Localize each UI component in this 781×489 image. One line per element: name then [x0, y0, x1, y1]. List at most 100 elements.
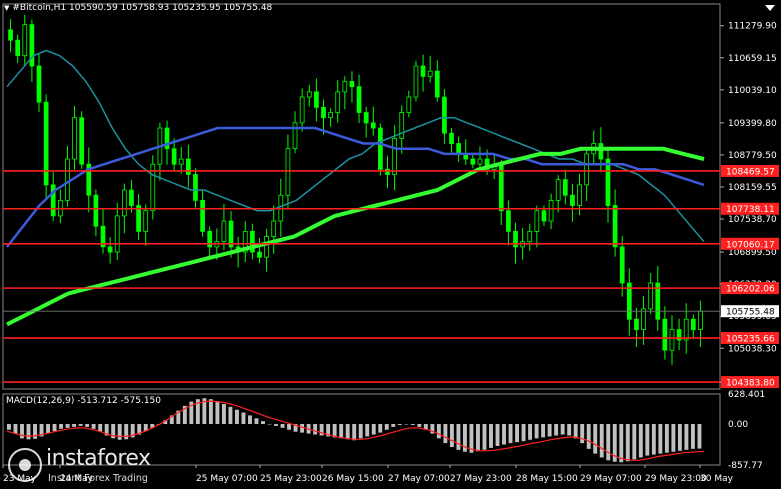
macd-histogram-bar [117, 424, 122, 440]
macd-histogram-bar [189, 401, 194, 425]
candle-body [449, 132, 454, 144]
macd-histogram-bar [234, 409, 239, 425]
candle-body [264, 236, 269, 258]
macd-histogram-bar [98, 424, 103, 432]
level-price-label: 107738.11 [726, 205, 775, 215]
chart-menu-icon[interactable] [765, 5, 775, 11]
candle-body [79, 117, 85, 165]
macd-histogram-bar [33, 424, 37, 439]
macd-histogram-bar [221, 403, 226, 425]
time-axis-label: 25 May 23:00 [260, 474, 322, 484]
candle-body [399, 112, 405, 139]
macd-histogram-bar [502, 424, 506, 445]
candle-body [292, 122, 298, 150]
candle-body [299, 96, 305, 124]
candle-body [584, 153, 590, 186]
macd-histogram-bar [371, 424, 376, 435]
macd-histogram-bar [593, 424, 598, 454]
macd-histogram-bar [521, 424, 526, 442]
price-axis-label: 108159.55 [728, 183, 777, 193]
candle-body [577, 184, 582, 206]
price-axis-label: 109399.80 [728, 119, 777, 129]
logo-ring-icon [8, 448, 42, 482]
macd-histogram-bar [397, 424, 402, 425]
macd-histogram-bar [267, 424, 272, 425]
candle-body [548, 199, 554, 222]
candle-body [306, 91, 312, 98]
macd-histogram-bar [104, 424, 109, 436]
candle-body [669, 329, 675, 351]
macd-histogram-bar [261, 421, 265, 425]
candle-body [349, 81, 355, 88]
macd-histogram-bar [515, 424, 520, 443]
instaforex-logo: instaforex Instant Forex Trading [6, 446, 184, 486]
macd-histogram-bar [150, 424, 155, 428]
macd-histogram-bar [176, 410, 181, 425]
macd-histogram-bar [241, 412, 246, 425]
macd-histogram-bar [430, 424, 435, 434]
macd-histogram-bar [130, 424, 135, 438]
macd-histogram-bar [554, 424, 559, 436]
candle-body [257, 251, 262, 258]
candle-body [513, 230, 518, 248]
candle-body [314, 91, 319, 108]
level-price-badge [721, 282, 779, 295]
macd-histogram-bar [39, 424, 44, 437]
macd-histogram-bar [567, 424, 572, 436]
macd-histogram-bar [697, 424, 702, 449]
macd-histogram-bar [612, 424, 617, 462]
macd-axis-label: 628.401 [728, 390, 765, 400]
macd-histogram-bar [72, 424, 77, 427]
candle-body [619, 246, 625, 284]
macd-histogram-bar [280, 424, 285, 428]
candle-body [427, 70, 433, 77]
candle-body [129, 189, 134, 206]
macd-histogram-bar [358, 424, 363, 439]
candle-body [136, 205, 141, 232]
macd-histogram-bar [560, 424, 565, 435]
macd-histogram-bar [85, 424, 90, 427]
candle-body [221, 220, 227, 243]
candle-body [456, 143, 461, 155]
macd-histogram-bar [651, 424, 656, 455]
price-axis-label: 110659.15 [728, 54, 777, 64]
macd-histogram-bar [528, 424, 533, 440]
macd-histogram-bar [417, 424, 422, 427]
candle-body [434, 70, 440, 98]
time-axis-label: 29 May 07:00 [580, 474, 642, 484]
macd-histogram-bar [228, 406, 233, 425]
candle-body [363, 112, 369, 124]
symbol-quote-line: #Bitcoin,H1 105590.59 105758.93 105235.9… [12, 3, 273, 13]
macd-histogram-bar [690, 424, 695, 449]
candle-body [22, 24, 28, 57]
candle-body [250, 230, 255, 253]
macd-histogram-bar [46, 424, 50, 434]
collapse-triangle-icon[interactable]: ▼ [4, 4, 10, 12]
candle-body [143, 210, 149, 232]
macd-histogram-bar [664, 424, 669, 453]
level-price-badge [721, 237, 779, 250]
ma-slow-line [6, 146, 705, 327]
macd-histogram-bar [645, 424, 650, 456]
candle-body [121, 189, 127, 217]
macd-histogram-bar [606, 424, 611, 461]
candle-body [207, 230, 213, 248]
macd-histogram-bar [20, 424, 24, 439]
candle-body [178, 158, 184, 165]
macd-histogram-bar [625, 424, 630, 462]
macd-histogram-bar [378, 424, 383, 433]
macd-histogram-bar [195, 399, 200, 425]
macd-histogram-bar [632, 424, 637, 460]
price-axis-label: 106899.50 [728, 248, 777, 258]
candle-body [662, 318, 668, 351]
candle-body [164, 127, 170, 150]
candle-body [506, 210, 511, 232]
macd-histogram-bar [345, 424, 350, 440]
candle-body [29, 24, 35, 67]
macd-histogram-bar [541, 424, 546, 438]
candle-body [641, 308, 646, 330]
logo-name: instaforex [46, 446, 151, 471]
candle-body [271, 220, 277, 237]
macd-histogram-bar [476, 424, 480, 452]
